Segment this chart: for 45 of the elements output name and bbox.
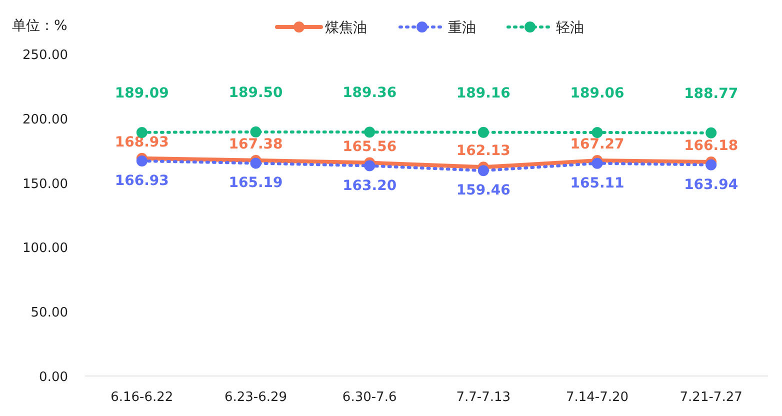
data-label: 163.20 — [342, 178, 397, 194]
data-label: 166.93 — [114, 172, 169, 189]
data-label: 165.19 — [228, 175, 283, 192]
x-tick-label: 7.21-7.27 — [680, 390, 742, 405]
legend-label: 煤焦油 — [325, 20, 367, 36]
data-label: 167.27 — [570, 136, 624, 153]
data-label: 189.50 — [228, 84, 284, 101]
x-tick-label: 6.30-7.6 — [342, 390, 397, 405]
data-label: 189.36 — [342, 85, 397, 102]
point — [478, 126, 489, 138]
point — [592, 126, 603, 138]
legend-label: 轻油 — [556, 20, 584, 36]
data-label: 159.46 — [456, 182, 510, 199]
data-label: 168.93 — [114, 134, 169, 150]
y-tick-label: 250.00 — [22, 48, 68, 63]
point — [136, 155, 148, 166]
point — [706, 127, 717, 138]
y-tick-label: 100.00 — [22, 241, 68, 256]
y-tick-label: 200.00 — [22, 112, 68, 128]
point — [250, 126, 262, 138]
y-tick-label: 0.00 — [39, 370, 68, 385]
y-tick-label: 50.00 — [30, 306, 68, 321]
data-label: 163.94 — [684, 176, 738, 193]
data-label: 162.13 — [456, 143, 510, 160]
legend-label: 重油 — [448, 20, 476, 36]
point — [364, 160, 376, 172]
y-tick-label: 150.00 — [22, 176, 68, 192]
data-label: 189.06 — [570, 85, 624, 102]
data-label: 167.38 — [228, 136, 283, 152]
x-tick-label: 7.14-7.20 — [566, 390, 629, 405]
point — [364, 126, 376, 138]
data-label: 189.16 — [456, 85, 510, 102]
point — [592, 158, 603, 169]
x-tick-label: 6.16-6.22 — [110, 390, 174, 405]
point — [250, 158, 262, 169]
data-label: 188.77 — [684, 86, 738, 102]
y-axis-title: 单位：% — [12, 18, 68, 34]
point — [478, 165, 489, 176]
data-label: 166.18 — [684, 138, 738, 154]
data-label: 165.11 — [570, 175, 624, 192]
point — [706, 159, 717, 170]
data-label: 189.09 — [114, 85, 169, 102]
x-tick-label: 7.7-7.13 — [456, 390, 511, 405]
x-tick-label: 6.23-6.29 — [224, 390, 288, 405]
data-label: 165.56 — [342, 138, 397, 155]
